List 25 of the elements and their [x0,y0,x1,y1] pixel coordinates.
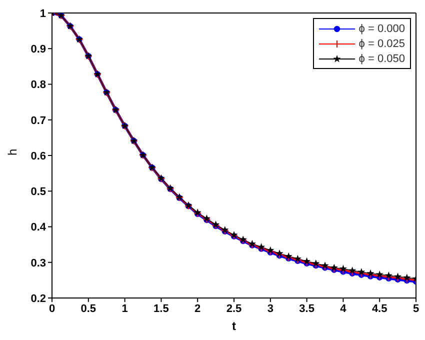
y-tick-label: 0.2 [30,292,46,305]
y-tick-label: 0.5 [30,186,46,198]
x-axis-title: t [232,319,236,333]
y-tick-label: 0.8 [30,79,46,92]
y-tick-label: 0.9 [30,44,46,56]
y-tick-label: 0.4 [30,222,47,234]
x-tick-label: 4.5 [372,302,388,315]
y-tick-label: 0.6 [30,150,46,162]
x-tick-label: 0.5 [80,302,96,315]
y-tick-label: 0.7 [30,114,46,127]
x-tick-label: 2 [194,302,201,315]
x-tick-label: 1.5 [154,302,169,315]
x-tick-label: 5 [412,302,420,315]
y-tick-label: 0.3 [30,257,46,270]
x-tick-label: 4 [340,302,348,315]
y-tick-label: 1 [40,8,46,20]
x-tick-label: 0 [48,302,56,315]
legend-label: ϕ = 0.000 [358,22,405,34]
legend-label: ϕ = 0.050 [358,52,405,64]
x-tick-label: 3 [267,302,274,315]
y-axis-title: h [5,148,20,156]
legend-label: ϕ = 0.025 [358,38,405,50]
x-tick-label: 2.5 [226,302,242,315]
x-tick-label: 1 [122,302,128,315]
x-tick-label: 3.5 [299,302,314,315]
